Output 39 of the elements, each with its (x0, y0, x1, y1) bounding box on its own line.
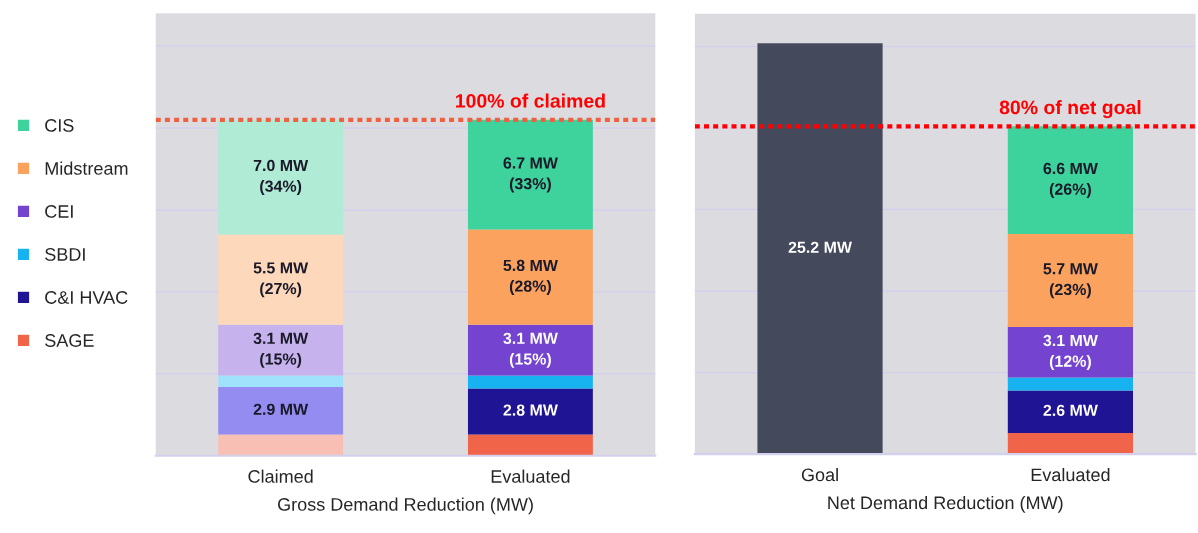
bar (218, 375, 344, 387)
ref-line-label: 100% of claimed (455, 93, 605, 108)
data-label: 2.8 MW (503, 404, 558, 416)
data-label: 25.2 MW (788, 241, 852, 253)
data-label: 6.7 MW (33%) (503, 157, 558, 193)
x-tick-label: Evaluated (1031, 468, 1110, 482)
data-label: 3.1 MW (15%) (253, 332, 309, 368)
x-tick-label: Goal (801, 468, 838, 482)
data-label: 2.9 MW (253, 403, 309, 415)
x-tick-label: Evaluated (491, 469, 570, 483)
x-axis-title: Gross Demand Reduction (MW) (278, 497, 533, 515)
bar (467, 388, 593, 435)
bar (467, 119, 593, 230)
bar (467, 324, 593, 376)
data-label: 7.0 MW (34%) (253, 159, 309, 195)
legend-label: CEI (45, 205, 73, 218)
x-axis-title: Net Demand Reduction (MW) (828, 495, 1063, 513)
bar (467, 229, 593, 325)
legend-label: SAGE (45, 334, 94, 347)
data-label: 5.8 MW (28%) (503, 259, 558, 295)
data-label: 3.1 MW (15%) (503, 332, 558, 368)
bar (218, 386, 344, 435)
data-label: 5.7 MW (23%) (1043, 263, 1098, 299)
bar (467, 434, 593, 456)
data-label: 6.6 MW (26%) (1043, 162, 1098, 198)
bar (218, 119, 344, 235)
data-label: 2.6 MW (1043, 404, 1098, 417)
legend-label: SBDI (45, 248, 85, 261)
data-label: 5.5 MW (27%) (253, 262, 309, 298)
data-label: 3.1 MW (12%) (1043, 334, 1098, 370)
bar (218, 234, 344, 325)
legend-label: Midstream (45, 161, 128, 175)
ref-line-label: 80% of net goal (999, 100, 1141, 119)
bar (467, 375, 593, 389)
legend-label: CIS (45, 119, 74, 132)
bar (218, 324, 344, 376)
legend-label: C&I HVAC (45, 291, 128, 304)
x-tick-label: Claimed (248, 469, 313, 483)
bar (218, 434, 344, 456)
